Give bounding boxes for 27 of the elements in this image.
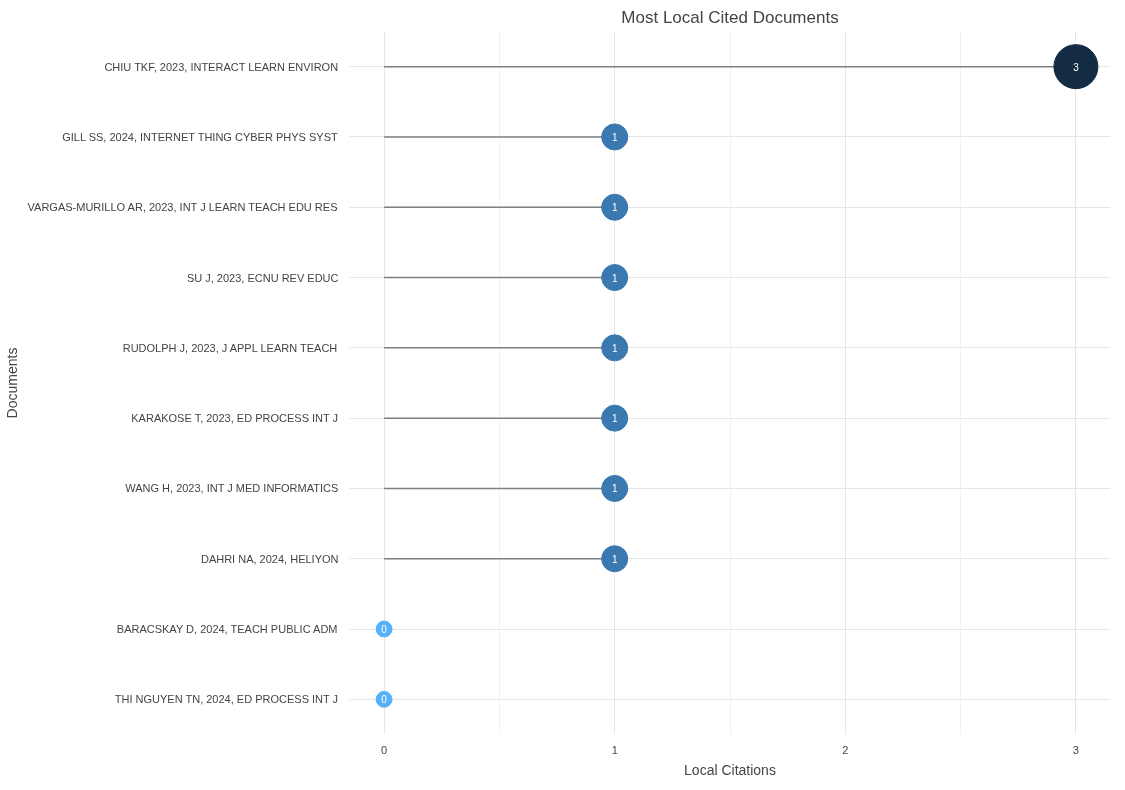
data-label: 1: [611, 413, 618, 425]
data-label: 0: [381, 624, 388, 636]
y-tick-label: WANG H, 2023, INT J MED INFORMATICS: [125, 482, 339, 495]
x-tick-label: 3: [1072, 743, 1079, 756]
data-label: 1: [611, 272, 618, 284]
y-tick-label: DAHRI NA, 2024, HELIYON: [200, 552, 339, 565]
data-label: 0: [381, 694, 388, 706]
x-tick-label: 0: [381, 743, 388, 756]
x-axis-title: Local Citations: [684, 761, 776, 778]
y-tick-label: VARGAS-MURILLO AR, 2023, INT J LEARN TEACH EDU RES: [27, 201, 338, 214]
data-label: 3: [1073, 61, 1080, 73]
y-axis-title: Documents: [3, 347, 20, 419]
y-tick-label: BARACSKAY D, 2024, TEACH PUBLIC ADM: [116, 623, 338, 636]
data-label: 1: [611, 483, 618, 495]
x-tick-label: 2: [842, 743, 849, 756]
data-label: 1: [611, 342, 618, 354]
chart-title: Most Local Cited Documents: [621, 7, 839, 27]
y-tick-label: THI NGUYEN TN, 2024, ED PROCESS INT J: [114, 693, 339, 706]
y-tick-label: GILL SS, 2024, INTERNET THING CYBER PHYS SYST: [62, 130, 338, 143]
y-tick-label: RUDOLPH J, 2023, J APPL LEARN TEACH: [122, 341, 338, 354]
data-label: 1: [611, 553, 618, 565]
y-tick-label: KARAKOSE T, 2023, ED PROCESS INT J: [131, 412, 339, 425]
x-tick-label: 1: [611, 743, 618, 756]
y-tick-label: SU J, 2023, ECNU REV EDUC: [186, 271, 339, 284]
data-label: 1: [611, 202, 618, 214]
y-tick-label: CHIU TKF, 2023, INTERACT LEARN ENVIRON: [104, 60, 339, 73]
data-label: 1: [611, 131, 618, 143]
